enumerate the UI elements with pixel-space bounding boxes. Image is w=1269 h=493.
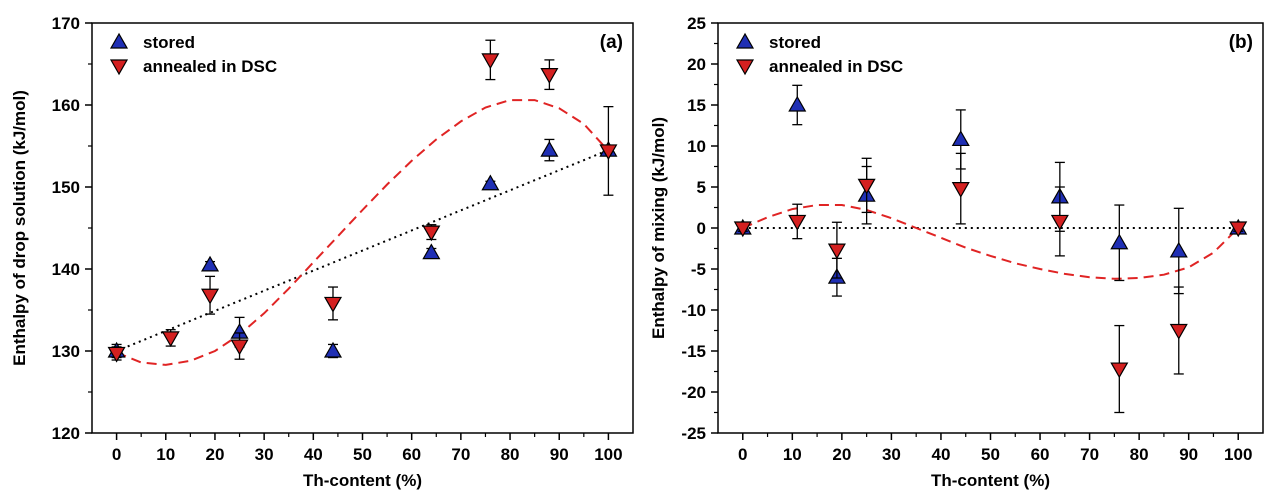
- chart-panel-b: 0 10 20 30 40 50 60 70 80 90 100 -25 -20 -15 -10 -5 0 5 10…: [649, 14, 1264, 490]
- data-point-annealed: [1110, 362, 1129, 379]
- legend-marker-stored: [735, 32, 755, 49]
- data-point-annealed: [481, 53, 500, 70]
- y-tick-label: -15: [681, 342, 706, 361]
- data-point-annealed: [323, 296, 343, 313]
- y-tick-label: -20: [681, 383, 706, 402]
- data-point-stored: [951, 130, 970, 147]
- chart-panel-a: 0 10 20 30 40 50 60 70 80 90 100 120 130 140 150 160 170…: [10, 14, 634, 490]
- y-tick-label: 5: [697, 178, 706, 197]
- x-tick-label: 60: [402, 445, 421, 464]
- x-tick-label: 10: [156, 445, 175, 464]
- data-point-annealed: [107, 346, 126, 363]
- x-tick-label: 0: [112, 445, 121, 464]
- x-tick-label: 20: [205, 445, 224, 464]
- y-tick-label: 120: [52, 424, 80, 443]
- data-point-annealed: [422, 225, 441, 242]
- legend-marker-annealed: [735, 59, 755, 76]
- plot-frame: [91, 22, 634, 434]
- data-point-annealed: [951, 182, 970, 198]
- x-axis-label: Th-content (%): [931, 471, 1050, 490]
- data-point-annealed: [230, 339, 249, 356]
- x-tick-label: 40: [304, 445, 323, 464]
- x-tick-label: 70: [1080, 445, 1099, 464]
- x-tick-label: 80: [501, 445, 520, 464]
- data-point-annealed: [1169, 323, 1188, 340]
- legend-label: stored: [769, 33, 821, 52]
- legend-label: stored: [143, 33, 195, 52]
- data-point-stored: [1169, 241, 1188, 258]
- y-tick-label: 170: [52, 14, 80, 33]
- data-point-stored: [540, 140, 559, 157]
- x-tick-label: 50: [981, 445, 1000, 464]
- panel-label: (b): [1229, 32, 1253, 53]
- data-point-stored: [788, 95, 807, 112]
- x-tick-label: 60: [1031, 445, 1050, 464]
- y-tick-label: 0: [697, 219, 706, 238]
- data-point-annealed: [201, 288, 220, 305]
- x-axis-label: Th-content (%): [303, 471, 422, 490]
- y-tick-label: -25: [681, 424, 706, 443]
- data-point-stored: [422, 243, 441, 260]
- x-tick-label: 100: [594, 445, 622, 464]
- y-tick-label: 160: [52, 96, 80, 115]
- x-tick-label: 80: [1130, 445, 1149, 464]
- linear-reference-line: [116, 149, 609, 352]
- x-tick-label: 50: [353, 445, 372, 464]
- x-tick-label: 100: [1224, 445, 1252, 464]
- y-tick-label: 20: [687, 55, 706, 74]
- y-axis-label: Enthalpy of mixing (kJ/mol): [649, 117, 668, 339]
- x-tick-label: 90: [1179, 445, 1198, 464]
- legend-marker-annealed: [109, 59, 129, 76]
- data-point-stored: [201, 255, 220, 272]
- panel-label: (a): [600, 32, 623, 53]
- data-point-stored: [481, 174, 500, 191]
- x-tick-label: 70: [451, 445, 470, 464]
- x-tick-label: 0: [738, 445, 747, 464]
- y-tick-label: 15: [687, 96, 706, 115]
- legend-label: annealed in DSC: [769, 57, 903, 76]
- data-point-stored: [1110, 233, 1129, 250]
- y-axis-label: Enthalpy of drop solution (kJ/mol): [10, 90, 29, 366]
- y-tick-label: 140: [52, 260, 80, 279]
- y-tick-label: 150: [52, 178, 80, 197]
- y-tick-label: -5: [691, 260, 706, 279]
- y-tick-label: 10: [687, 137, 706, 156]
- data-point-annealed: [540, 68, 559, 84]
- x-tick-label: 30: [882, 445, 901, 464]
- fit-curve: [742, 204, 1239, 280]
- data-point-annealed: [827, 243, 846, 260]
- data-point-annealed: [857, 178, 876, 195]
- x-tick-label: 20: [832, 445, 851, 464]
- data-point-annealed: [1050, 214, 1069, 231]
- data-point-annealed: [1229, 221, 1248, 238]
- data-point-stored: [323, 341, 343, 358]
- fit-curve: [116, 99, 610, 366]
- data-point-annealed: [733, 221, 752, 238]
- x-tick-label: 30: [255, 445, 274, 464]
- legend-label: annealed in DSC: [143, 57, 277, 76]
- y-tick-label: -10: [681, 301, 706, 320]
- x-tick-label: 90: [550, 445, 569, 464]
- data-point-annealed: [599, 144, 618, 161]
- data-point-annealed: [788, 214, 807, 231]
- y-tick-label: 130: [52, 342, 80, 361]
- y-tick-label: 25: [687, 14, 706, 33]
- data-point-annealed: [161, 331, 180, 348]
- legend-marker-stored: [109, 32, 129, 49]
- x-tick-label: 40: [931, 445, 950, 464]
- x-tick-label: 10: [783, 445, 802, 464]
